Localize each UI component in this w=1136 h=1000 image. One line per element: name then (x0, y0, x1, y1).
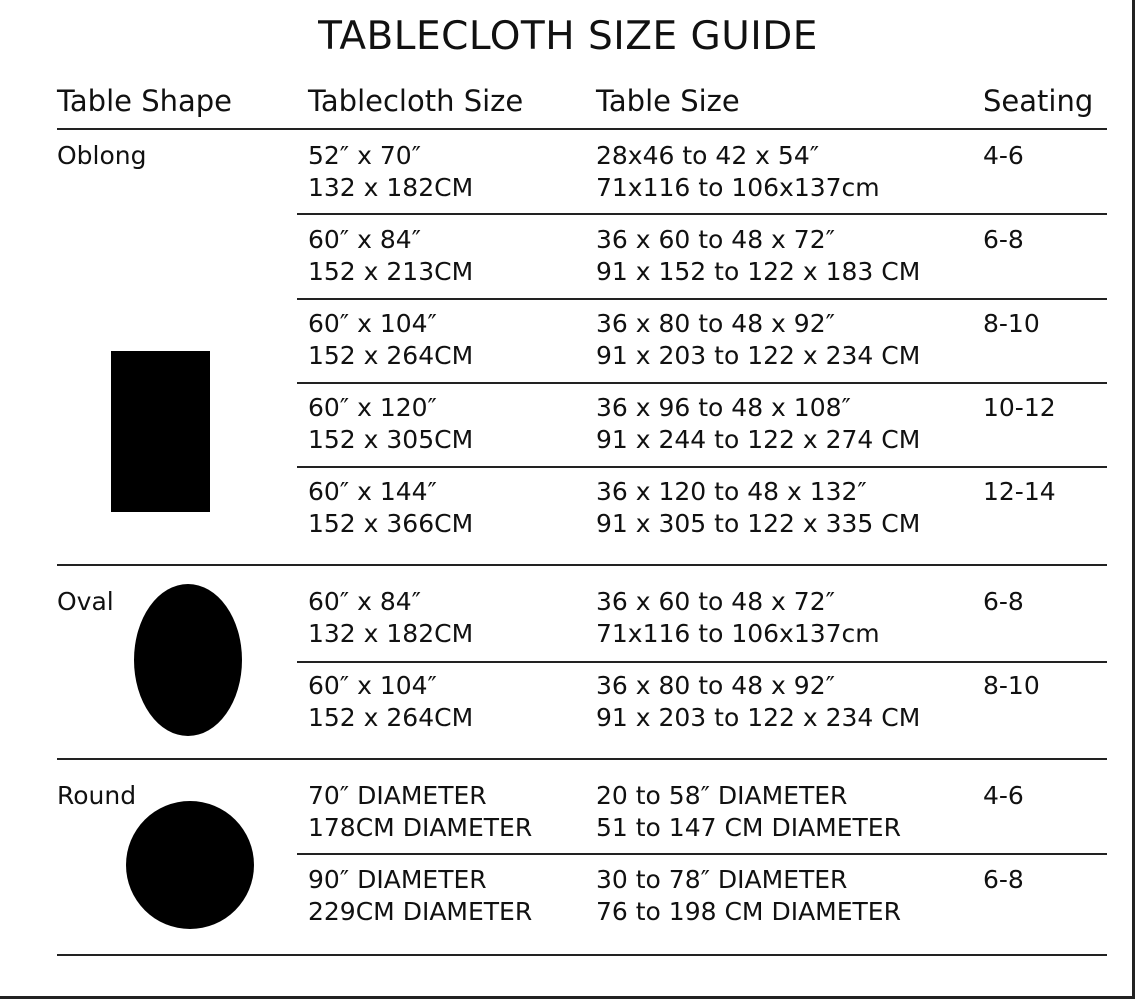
table-size-imperial: 36 x 60 to 48 x 72″ (596, 587, 835, 616)
tablecloth-size-metric: 152 x 264CM (308, 341, 474, 370)
shape-label: Oblong (57, 141, 147, 170)
circle-icon (126, 801, 254, 929)
tablecloth-size-metric: 152 x 305CM (308, 425, 474, 454)
tablecloth-size-imperial: 60″ x 84″ (308, 587, 421, 616)
seating: 10-12 (983, 393, 1056, 422)
table-size-metric: 76 to 198 CM DIAMETER (596, 897, 901, 926)
seating: 8-10 (983, 309, 1040, 338)
table-size-metric: 51 to 147 CM DIAMETER (596, 813, 901, 842)
row-divider (297, 466, 1107, 468)
tablecloth-size-metric: 178CM DIAMETER (308, 813, 533, 842)
row-divider (297, 853, 1107, 855)
header-tablecloth-size: Tablecloth Size (308, 84, 524, 118)
page-title: TABLECLOTH SIZE GUIDE (318, 14, 818, 59)
table-size-imperial: 30 to 78″ DIAMETER (596, 865, 848, 894)
tablecloth-size-imperial: 52″ x 70″ (308, 141, 421, 170)
seating: 6-8 (983, 225, 1024, 254)
tablecloth-size-metric: 132 x 182CM (308, 619, 474, 648)
table-size-imperial: 36 x 80 to 48 x 92″ (596, 309, 835, 338)
header-divider (57, 128, 1107, 130)
table-size-metric: 91 x 244 to 122 x 274 CM (596, 425, 921, 454)
table-size-metric: 91 x 203 to 122 x 234 CM (596, 341, 921, 370)
table-size-metric: 91 x 305 to 122 x 335 CM (596, 509, 921, 538)
rectangle-icon (111, 351, 210, 512)
row-divider (297, 298, 1107, 300)
shape-label: Round (57, 781, 137, 810)
seating: 6-8 (983, 587, 1024, 616)
seating: 4-6 (983, 141, 1024, 170)
table-size-imperial: 28x46 to 42 x 54″ (596, 141, 820, 170)
table-size-imperial: 36 x 60 to 48 x 72″ (596, 225, 835, 254)
section-divider (57, 758, 1107, 760)
seating: 8-10 (983, 671, 1040, 700)
table-size-metric: 91 x 152 to 122 x 183 CM (596, 257, 921, 286)
seating: 12-14 (983, 477, 1056, 506)
row-divider (297, 382, 1107, 384)
table-size-imperial: 36 x 96 to 48 x 108″ (596, 393, 851, 422)
table-size-metric: 91 x 203 to 122 x 234 CM (596, 703, 921, 732)
tablecloth-size-imperial: 60″ x 104″ (308, 671, 437, 700)
tablecloth-size-imperial: 60″ x 120″ (308, 393, 437, 422)
tablecloth-size-imperial: 70″ DIAMETER (308, 781, 487, 810)
shape-label: Oval (57, 587, 114, 616)
section-divider (57, 564, 1107, 566)
row-divider (297, 213, 1107, 215)
tablecloth-size-metric: 152 x 366CM (308, 509, 474, 538)
tablecloth-size-metric: 152 x 213CM (308, 257, 474, 286)
table-size-imperial: 20 to 58″ DIAMETER (596, 781, 848, 810)
table-size-imperial: 36 x 120 to 48 x 132″ (596, 477, 867, 506)
table-size-metric: 71x116 to 106x137cm (596, 619, 880, 648)
tablecloth-size-metric: 132 x 182CM (308, 173, 474, 202)
section-divider (57, 954, 1107, 956)
seating: 4-6 (983, 781, 1024, 810)
tablecloth-size-imperial: 60″ x 144″ (308, 477, 437, 506)
header-seating: Seating (983, 84, 1094, 118)
ellipse-icon (134, 584, 242, 736)
tablecloth-size-imperial: 90″ DIAMETER (308, 865, 487, 894)
tablecloth-size-imperial: 60″ x 104″ (308, 309, 437, 338)
tablecloth-size-metric: 152 x 264CM (308, 703, 474, 732)
header-table-shape: Table Shape (57, 84, 233, 118)
row-divider (297, 661, 1107, 663)
table-size-imperial: 36 x 80 to 48 x 92″ (596, 671, 835, 700)
header-table-size: Table Size (596, 84, 740, 118)
tablecloth-size-metric: 229CM DIAMETER (308, 897, 533, 926)
table-size-metric: 71x116 to 106x137cm (596, 173, 880, 202)
seating: 6-8 (983, 865, 1024, 894)
tablecloth-size-imperial: 60″ x 84″ (308, 225, 421, 254)
